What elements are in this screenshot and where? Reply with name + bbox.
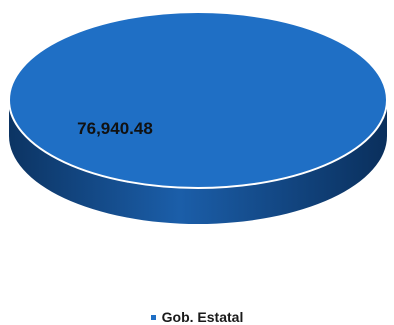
pie-slice-0 <box>8 11 388 189</box>
legend-label-gob-estatal: Gob. Estatal <box>161 309 244 325</box>
slice-data-label: 76,940.48 <box>77 119 153 138</box>
legend: Gob. Estatal <box>0 309 394 325</box>
pie-side-wall <box>9 100 387 224</box>
legend-swatch <box>150 314 156 320</box>
